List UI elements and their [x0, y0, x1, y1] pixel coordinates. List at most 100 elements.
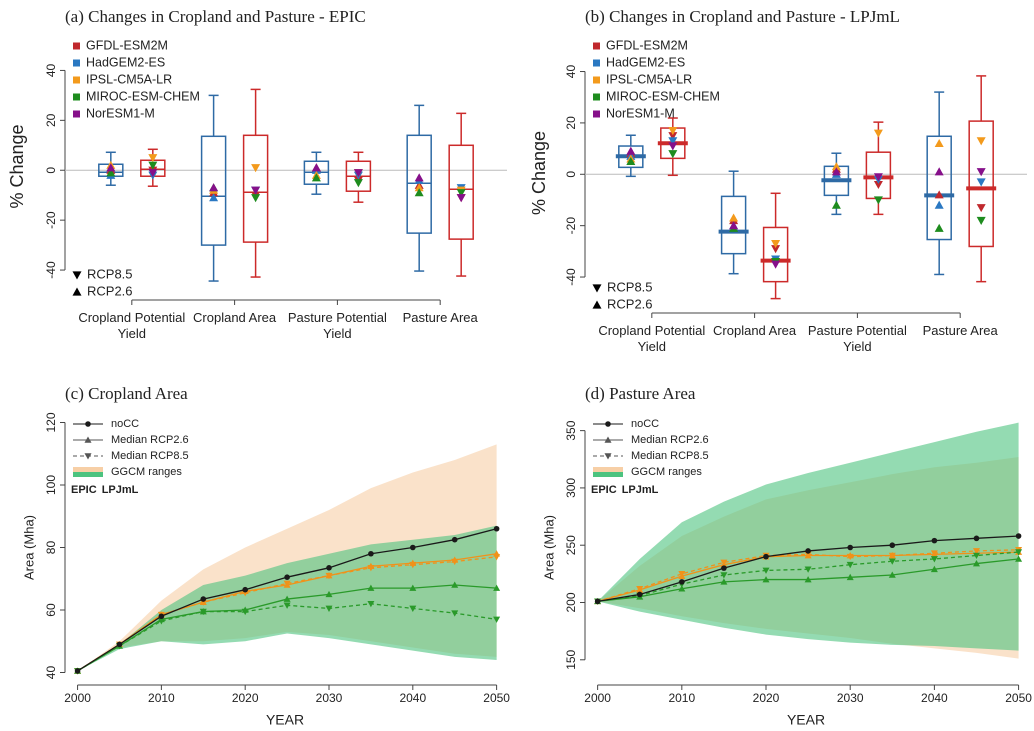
x-tick-label: 2040 — [399, 691, 426, 705]
x-tick-label-box: Pasture Area — [923, 323, 998, 338]
model-point — [456, 189, 466, 198]
legend-label: RCP8.5 — [87, 266, 133, 281]
model-point — [414, 183, 424, 192]
y-tick-label: -20 — [564, 217, 578, 235]
x-tick-label: 2050 — [483, 691, 510, 705]
point — [972, 552, 980, 560]
x-tick-label: 2010 — [668, 691, 695, 705]
x-tick-label-box: Pasture Potential Yield — [287, 310, 387, 341]
legend-marker — [604, 436, 612, 443]
point — [804, 551, 812, 558]
box — [448, 144, 474, 240]
model-point — [209, 183, 219, 192]
point — [720, 559, 728, 566]
model-point — [771, 260, 781, 269]
point — [763, 553, 769, 560]
chart-title: (a) Changes in Cropland and Pasture - EP… — [65, 7, 366, 26]
point — [888, 552, 896, 560]
x-tick-label-box: Cropland Potential Yield — [598, 323, 705, 354]
point — [930, 550, 938, 557]
model-point — [353, 179, 363, 188]
point — [451, 581, 459, 588]
y-tick-label: 120 — [44, 412, 58, 432]
point — [493, 525, 500, 532]
point — [157, 618, 165, 625]
x-tick-label: 2000 — [584, 691, 611, 705]
model-point — [729, 221, 739, 230]
point — [241, 608, 249, 616]
x-axis-label: YEAR — [266, 712, 304, 728]
legend-swatch — [73, 76, 80, 84]
model-point — [976, 204, 986, 213]
legend-label: Median RCP8.5 — [111, 450, 189, 462]
point — [325, 605, 333, 612]
y-tick-label: 150 — [564, 649, 578, 669]
x-tick-label: Pasture Potential Yield — [807, 323, 907, 354]
model-point — [668, 137, 678, 146]
box — [242, 134, 269, 243]
y-tick-label: 100 — [44, 475, 58, 495]
model-point — [251, 164, 261, 173]
x-tick-label-box: Cropland Area — [713, 323, 796, 338]
point — [847, 544, 853, 551]
y-tick-label: 250 — [564, 535, 578, 555]
model-point — [209, 193, 219, 202]
legend-marker — [84, 436, 92, 443]
point — [326, 565, 332, 571]
x-axis-label: YEAR — [787, 712, 825, 728]
range-band — [597, 422, 1019, 651]
point — [720, 572, 728, 579]
point — [367, 565, 375, 572]
y-axis-label: % Change — [529, 131, 549, 215]
model-point — [626, 156, 636, 166]
x-tick-label-box: Pasture Area — [403, 310, 478, 325]
y-tick-label: 0 — [564, 171, 578, 178]
legend-label: GGCM ranges — [631, 466, 702, 478]
y-tick-label: 300 — [564, 478, 578, 498]
model-point — [976, 178, 986, 187]
legend-swatch — [593, 76, 600, 84]
legend-label: IPSL-CM5A-LR — [86, 72, 172, 86]
model-point — [976, 216, 986, 226]
box — [200, 135, 227, 246]
point — [889, 542, 896, 549]
x-tick-label: Pasture Potential Yield — [287, 310, 387, 341]
model-point — [729, 213, 739, 222]
point — [930, 565, 938, 573]
legend-swatch — [73, 110, 80, 118]
legend-model: LPJmL — [622, 484, 659, 496]
legend-swatch — [73, 472, 103, 477]
x-tick-label: 2000 — [64, 691, 91, 705]
point — [930, 556, 938, 563]
box — [762, 226, 789, 283]
point — [762, 576, 770, 583]
point — [367, 584, 375, 591]
point — [409, 605, 417, 612]
legend-marker — [72, 287, 82, 296]
legend-label: GFDL-ESM2M — [86, 38, 168, 52]
x-tick-label: 2020 — [232, 691, 259, 705]
legend-swatch — [73, 93, 80, 101]
model-point — [311, 173, 321, 182]
legend-swatch — [593, 42, 600, 50]
point — [325, 590, 333, 598]
model-point — [148, 169, 158, 178]
legend-swatch — [593, 110, 600, 118]
x-tick-label: 2010 — [148, 691, 175, 705]
point — [972, 548, 980, 555]
point — [368, 550, 374, 557]
model-point — [456, 194, 466, 203]
legend-label: noCC — [111, 418, 139, 430]
point — [972, 560, 980, 567]
y-axis-label: Area (Mha) — [21, 515, 36, 580]
point — [367, 600, 375, 608]
y-tick-label: 350 — [564, 420, 578, 440]
point — [721, 565, 727, 571]
legend-label: noCC — [631, 418, 659, 430]
model-point — [831, 162, 841, 171]
model-point — [106, 168, 116, 177]
legend-label: Median RCP8.5 — [631, 450, 709, 462]
legend-model: LPJmL — [102, 484, 139, 496]
model-point — [414, 173, 424, 182]
